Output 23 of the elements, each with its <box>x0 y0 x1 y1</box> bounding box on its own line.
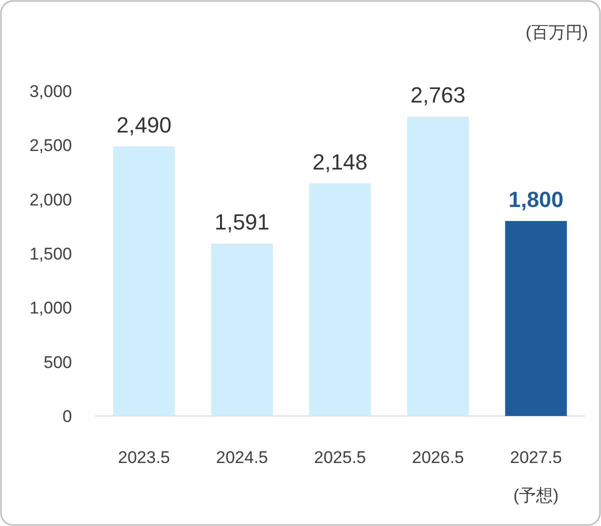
bar <box>407 116 469 416</box>
y-tick-label: 500 <box>44 352 72 372</box>
bar <box>113 146 175 416</box>
x-tick-label: 2024.5 <box>216 448 268 467</box>
y-tick-label: 2,000 <box>29 190 72 210</box>
data-label: 1,800 <box>508 187 564 212</box>
y-tick-label: 1,000 <box>29 298 72 318</box>
data-label: 1,591 <box>214 210 270 235</box>
x-tick-label: 2027.5 (予想) <box>510 448 562 505</box>
bar <box>211 244 273 416</box>
bar <box>309 183 371 416</box>
data-label: 2,490 <box>116 112 172 138</box>
x-tick-label: 2026.5 <box>412 448 464 467</box>
y-tick-label: 2,500 <box>29 136 72 156</box>
bar <box>505 221 567 416</box>
y-axis-title: (百万円) <box>526 23 588 42</box>
y-tick-label: 1,500 <box>29 244 72 264</box>
data-label: 2,763 <box>410 82 466 108</box>
y-tick-label: 3,000 <box>29 82 72 101</box>
x-tick-label: 2023.5 <box>118 448 170 467</box>
y-tick-label: 0 <box>62 407 72 426</box>
x-tick-label: 2025.5 <box>314 448 366 467</box>
data-label: 2,148 <box>312 149 368 174</box>
